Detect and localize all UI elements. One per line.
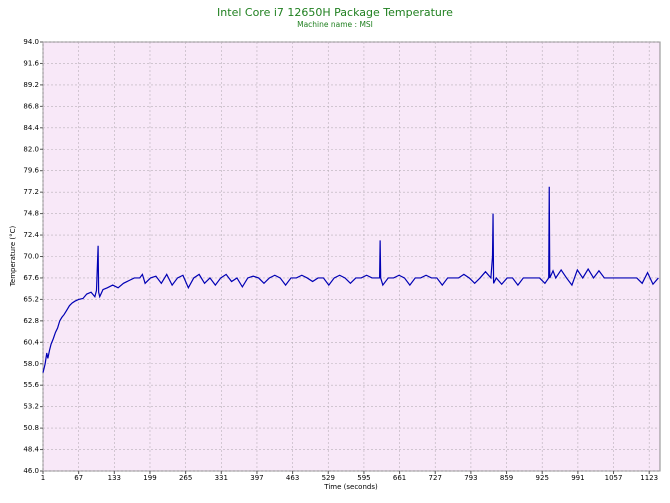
x-tick-label: 1123 [640, 474, 658, 482]
y-tick-label: 77.2 [23, 188, 39, 196]
y-tick-label: 53.2 [23, 403, 39, 411]
y-tick-label: 50.8 [23, 424, 39, 432]
y-tick-label: 82.0 [23, 145, 39, 153]
x-tick-label: 199 [143, 474, 156, 482]
x-tick-label: 1 [41, 474, 45, 482]
y-tick-label: 72.4 [23, 231, 39, 239]
y-tick-label: 79.6 [23, 167, 39, 175]
y-tick-label: 91.6 [23, 59, 39, 67]
x-tick-label: 727 [429, 474, 442, 482]
y-tick-label: 74.8 [23, 210, 39, 218]
x-tick-label: 595 [357, 474, 370, 482]
x-tick-label: 1057 [605, 474, 623, 482]
x-tick-label: 925 [536, 474, 549, 482]
x-tick-label: 859 [500, 474, 513, 482]
y-tick-label: 65.2 [23, 295, 39, 303]
x-tick-label: 265 [179, 474, 192, 482]
y-tick-label: 46.0 [23, 467, 39, 475]
y-tick-label: 89.2 [23, 81, 39, 89]
x-tick-label: 793 [464, 474, 477, 482]
y-tick-label: 84.4 [23, 124, 39, 132]
y-tick-label: 48.4 [23, 446, 39, 454]
x-tick-label: 133 [108, 474, 121, 482]
y-tick-label: 67.6 [23, 274, 39, 282]
data-line [42, 186, 659, 373]
y-tick-label: 58.0 [23, 360, 39, 368]
chart-subtitle: Machine name : MSI [297, 20, 373, 29]
x-tick-label: 397 [250, 474, 263, 482]
y-tick-label: 62.8 [23, 317, 39, 325]
chart-title: Intel Core i7 12650H Package Temperature [217, 6, 453, 19]
y-tick-label: 55.6 [23, 381, 39, 389]
x-tick-label: 991 [571, 474, 584, 482]
x-axis-label: Time (seconds) [323, 483, 378, 491]
y-tick-label: 86.8 [23, 102, 39, 110]
y-axis-label: Temperature (°C) [9, 226, 17, 288]
x-tick-label: 661 [393, 474, 406, 482]
x-tick-label: 463 [286, 474, 299, 482]
y-tick-label: 60.4 [23, 338, 39, 346]
x-tick-label: 529 [322, 474, 335, 482]
x-tick-label: 331 [215, 474, 228, 482]
y-tick-label: 70.0 [23, 253, 39, 261]
x-tick-label: 67 [74, 474, 83, 482]
y-tick-label: 94.0 [23, 38, 39, 46]
